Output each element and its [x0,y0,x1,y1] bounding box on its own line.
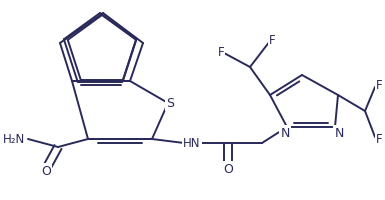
Text: N: N [280,127,290,140]
Text: F: F [269,33,275,46]
Text: S: S [166,97,174,110]
Text: F: F [376,133,382,146]
Text: O: O [41,165,51,178]
Text: N: N [334,127,344,140]
Text: H₂N: H₂N [3,133,25,146]
Text: O: O [223,163,233,176]
Text: F: F [218,45,224,58]
Text: F: F [376,79,382,92]
Text: HN: HN [183,137,201,150]
